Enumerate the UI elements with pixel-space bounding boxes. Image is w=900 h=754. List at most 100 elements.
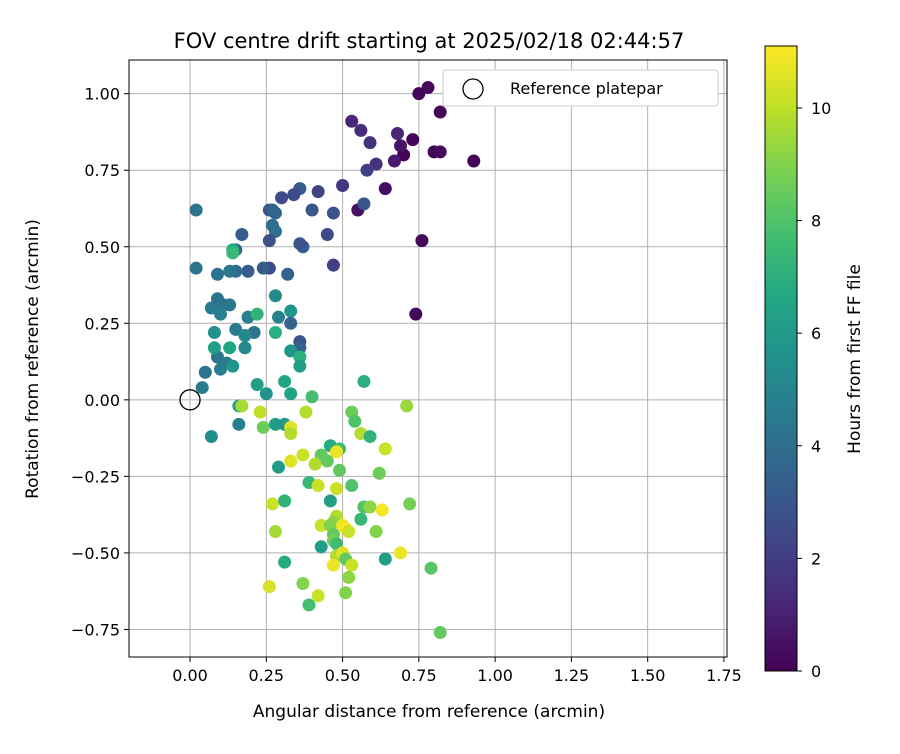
x-tick-label: 0.50 xyxy=(325,666,361,685)
chart-title: FOV centre drift starting at 2025/02/18 … xyxy=(174,29,685,53)
data-point xyxy=(375,503,389,517)
data-point xyxy=(320,228,334,242)
y-tick-label: 0.25 xyxy=(84,314,120,333)
colorbar-ticks: 0 2 4 6 8 10 xyxy=(797,99,831,681)
data-point xyxy=(284,387,298,401)
data-point xyxy=(189,261,203,275)
data-point xyxy=(284,304,298,318)
data-point xyxy=(265,497,279,511)
data-point xyxy=(210,292,224,306)
data-point xyxy=(268,325,282,339)
data-point xyxy=(363,500,377,514)
y-axis-label: Rotation from reference (arcmin) xyxy=(23,219,43,499)
data-point xyxy=(262,234,276,248)
data-point xyxy=(214,307,228,321)
data-point xyxy=(207,341,221,355)
x-tick-label: 0.00 xyxy=(172,666,208,685)
data-point xyxy=(329,482,343,496)
data-point xyxy=(369,524,383,538)
data-point xyxy=(320,454,334,468)
data-point xyxy=(223,264,237,278)
data-points xyxy=(189,81,481,640)
data-point xyxy=(305,390,319,404)
data-point xyxy=(308,457,322,471)
data-point xyxy=(232,417,246,431)
data-point xyxy=(204,301,218,315)
grid-lines xyxy=(129,60,727,657)
data-point xyxy=(378,552,392,566)
data-point xyxy=(195,381,209,395)
data-point xyxy=(268,289,282,303)
data-point xyxy=(345,114,359,128)
data-point xyxy=(223,298,237,312)
data-point xyxy=(329,445,343,459)
y-tick-label: −0.25 xyxy=(71,467,120,486)
data-point xyxy=(378,442,392,456)
data-point xyxy=(226,246,240,260)
data-point xyxy=(238,341,252,355)
data-point xyxy=(275,191,289,205)
data-point xyxy=(387,154,401,168)
data-point xyxy=(329,537,343,551)
data-point xyxy=(268,417,282,431)
data-point xyxy=(278,494,292,508)
colorbar-tick-label: 8 xyxy=(811,212,821,231)
x-tick-label: 0.25 xyxy=(248,666,284,685)
data-point xyxy=(296,448,310,462)
data-point xyxy=(293,350,307,364)
data-point xyxy=(293,237,307,251)
data-point xyxy=(268,224,282,238)
data-point xyxy=(250,307,264,321)
data-point xyxy=(235,228,249,242)
data-point xyxy=(284,427,298,441)
data-point xyxy=(378,182,392,196)
data-point xyxy=(256,420,270,434)
data-point xyxy=(342,524,356,538)
data-point xyxy=(360,163,374,177)
data-point xyxy=(424,561,438,575)
y-axis-ticks: −0.75 −0.50 −0.25 0.00 0.25 0.50 0.75 1.00 xyxy=(71,85,129,639)
colorbar xyxy=(764,45,798,672)
data-point xyxy=(284,316,298,330)
data-point xyxy=(296,577,310,591)
y-tick-label: −0.75 xyxy=(71,620,120,639)
x-tick-label: 0.75 xyxy=(401,666,437,685)
data-point xyxy=(354,123,368,137)
data-point xyxy=(284,454,298,468)
data-point xyxy=(345,479,359,493)
data-point xyxy=(390,126,404,140)
data-point xyxy=(311,479,325,493)
data-point xyxy=(372,466,386,480)
data-point xyxy=(272,460,285,474)
data-point xyxy=(357,374,371,388)
x-tick-label: 1.50 xyxy=(630,666,666,685)
data-point xyxy=(323,494,337,508)
data-point xyxy=(259,387,273,401)
data-point xyxy=(268,206,282,220)
x-axis-ticks: 0.00 0.25 0.50 0.75 1.00 1.25 1.50 1.75 xyxy=(172,657,742,685)
data-point xyxy=(241,264,255,278)
data-point xyxy=(326,558,340,572)
data-point xyxy=(272,310,285,324)
legend-label: Reference platepar xyxy=(510,79,663,98)
legend: Reference platepar xyxy=(442,69,719,107)
legend-box xyxy=(442,69,719,107)
data-point xyxy=(311,185,325,199)
data-point xyxy=(314,540,328,554)
data-point xyxy=(281,267,295,281)
data-point xyxy=(284,344,298,358)
data-point xyxy=(333,463,347,477)
data-point xyxy=(394,546,408,560)
data-point xyxy=(293,359,307,373)
legend-marker-icon xyxy=(462,78,484,100)
data-point xyxy=(409,307,423,321)
colorbar-tick-label: 2 xyxy=(811,549,821,568)
data-point xyxy=(250,378,264,392)
data-point xyxy=(326,258,340,272)
data-point xyxy=(326,206,340,220)
data-point xyxy=(339,586,353,600)
y-tick-label: 0.75 xyxy=(84,161,120,180)
data-point xyxy=(207,325,221,339)
data-point xyxy=(467,154,481,168)
